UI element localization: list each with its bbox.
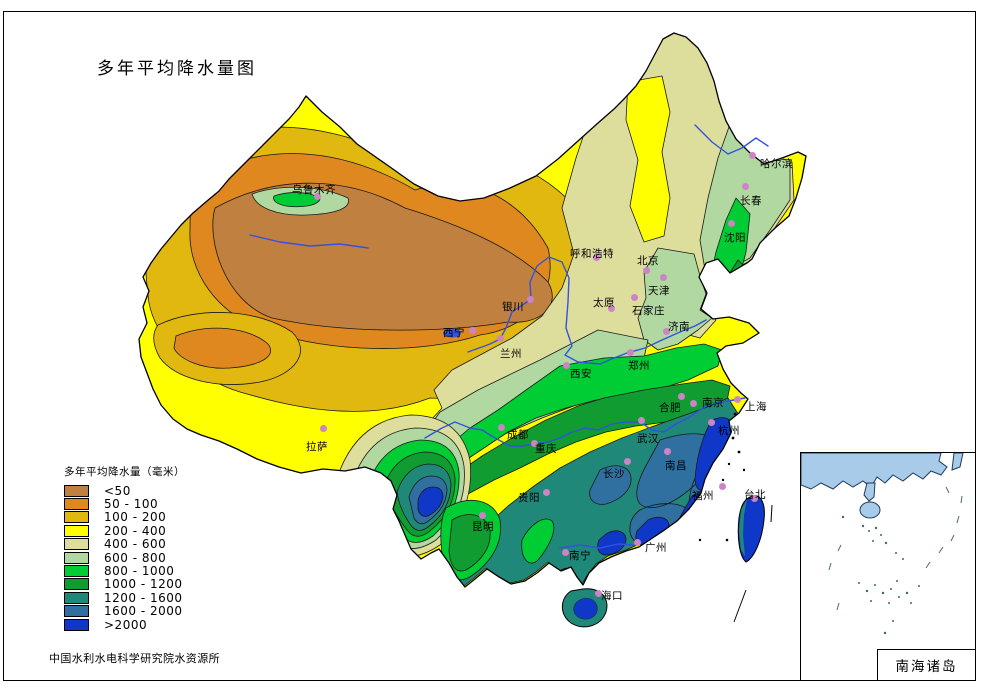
dash-southeast — [733, 589, 747, 623]
taiwan-1200-1600 — [739, 499, 747, 556]
legend-row: 1600 - 2000 — [64, 604, 185, 619]
songhua-river — [694, 124, 769, 155]
zone-lt50-tarim — [212, 182, 553, 331]
inset-leizhou — [863, 482, 876, 502]
legend-row: 1200 - 1600 — [64, 590, 185, 605]
legend-row: 1000 - 1200 — [64, 577, 185, 592]
taiwan-gt2000 — [737, 495, 765, 563]
legend-items: <50 50 - 100 100 - 200 200 - 400 400 - 600 60… — [64, 483, 185, 632]
zone-1000-1200-band — [433, 379, 731, 507]
legend-label: 600 - 800 — [104, 550, 167, 565]
inset-label-box: 南海诸岛 — [877, 649, 975, 680]
legend-label: >2000 — [104, 617, 148, 632]
legend-label: 100 - 200 — [104, 510, 167, 525]
legend-swatch — [64, 484, 89, 497]
legend-title: 多年平均降水量（毫米） — [64, 466, 185, 478]
legend-label: 1600 - 2000 — [104, 604, 183, 619]
inset-map — [801, 453, 964, 635]
legend-label: 800 - 1000 — [104, 564, 175, 579]
china-outline — [138, 32, 807, 588]
legend-swatch — [64, 538, 89, 551]
page-title: 多年平均降水量图 — [97, 59, 257, 79]
legend-label: 50 - 100 — [104, 497, 159, 512]
inset-hainan — [859, 501, 881, 519]
legend: 多年平均降水量（毫米） <50 50 - 100 100 - 200 200 - 40… — [64, 464, 185, 632]
taiwan-island — [737, 495, 765, 563]
legend-swatch — [64, 565, 89, 578]
zone-800-1000-tianshan — [273, 192, 321, 208]
south-china-sea-inset: 南海诸岛 — [800, 452, 976, 681]
legend-label: 200 - 400 — [104, 523, 167, 538]
inset-islands — [841, 515, 920, 635]
legend-swatch — [64, 578, 89, 591]
legend-swatch — [64, 511, 89, 524]
legend-swatch — [64, 605, 89, 618]
rivers — [249, 124, 769, 549]
zone-1200-1600-northeast — [729, 279, 751, 307]
zone-200-400-northeast — [625, 75, 671, 243]
zone-50-100-tibet-west — [173, 327, 271, 369]
legend-row: 800 - 1000 — [64, 564, 185, 579]
yellow-river — [467, 256, 707, 365]
precipitation-zones — [139, 33, 806, 587]
dash-east-of-taiwan — [770, 504, 773, 523]
tarim-river — [249, 234, 369, 249]
inset-chain-dashes — [828, 486, 963, 611]
pearl-river — [559, 543, 635, 549]
legend-swatch — [64, 498, 89, 511]
qinghai-lake — [443, 328, 461, 338]
legend-row: 200 - 400 — [64, 523, 185, 538]
coastal-islets — [698, 412, 746, 542]
legend-row: 400 - 600 — [64, 537, 185, 552]
inset-label: 南海诸岛 — [895, 659, 958, 675]
outer-border — [3, 11, 976, 681]
legend-row: 600 - 800 — [64, 550, 185, 565]
legend-swatch — [64, 591, 89, 604]
legend-label: 400 - 600 — [104, 537, 167, 552]
zone-1000-1200-yunnan — [448, 514, 491, 572]
legend-row: >2000 — [64, 617, 185, 632]
legend-swatch — [64, 618, 89, 631]
legend-label: 1000 - 1200 — [104, 577, 183, 592]
inset-taiwan-tip — [951, 453, 964, 471]
inset-mainland — [801, 453, 948, 490]
zone-800-1000-guangxi — [521, 518, 555, 564]
credit-text: 中国水利水电科学研究院水资源所 — [49, 652, 220, 665]
boundary-dashes — [733, 504, 773, 623]
legend-swatch — [64, 551, 89, 564]
legend-row: 50 - 100 — [64, 497, 185, 512]
hainan-gt2000 — [573, 597, 598, 620]
yangtze-river — [424, 397, 746, 447]
legend-label: 1200 - 1600 — [104, 590, 183, 605]
legend-label: <50 — [104, 483, 131, 498]
legend-row: <50 — [64, 483, 185, 498]
hainan-island — [561, 588, 608, 628]
legend-row: 100 - 200 — [64, 510, 185, 525]
legend-swatch — [64, 524, 89, 537]
zone-gt2000-se-tibet — [417, 486, 444, 517]
